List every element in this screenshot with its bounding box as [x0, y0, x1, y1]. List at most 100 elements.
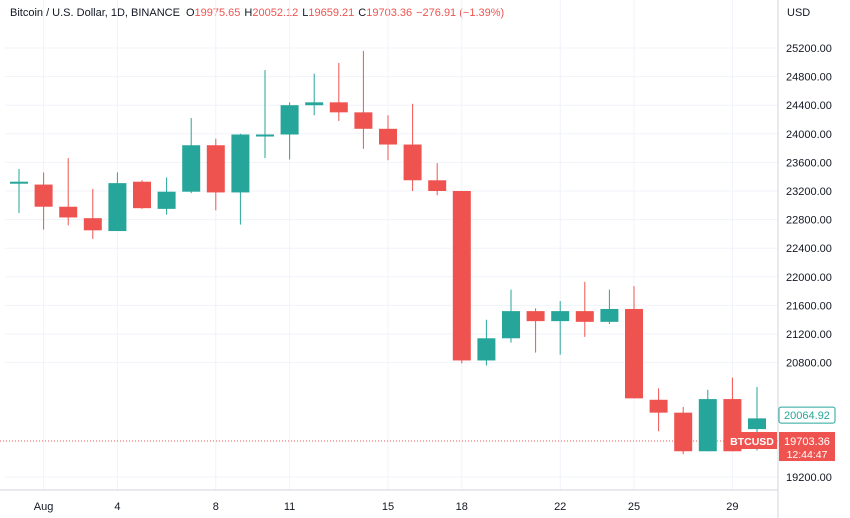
y-tick-label: 22800.00 — [786, 215, 832, 227]
candle-body — [182, 145, 201, 192]
y-tick-label: 19200.00 — [786, 472, 832, 484]
x-tick-label: 29 — [726, 501, 738, 513]
candle-body — [305, 102, 324, 106]
y-tick-label: 21200.00 — [786, 329, 832, 341]
axes: 19200.00 20800.00 21200.00 21600.00 22000.00… — [0, 0, 832, 518]
low-value: 19659.21 — [308, 7, 355, 19]
candle — [329, 63, 348, 121]
candle — [354, 50, 373, 149]
currency-label: USD — [787, 7, 811, 19]
candle-body — [600, 308, 619, 322]
candle — [59, 158, 78, 226]
y-tick-label: 24000.00 — [786, 129, 832, 141]
candle — [502, 289, 520, 343]
candle-body — [698, 399, 717, 452]
x-tick-label: 11 — [284, 501, 295, 513]
prev-close-label: 20064.92 — [784, 410, 830, 422]
symbol-tag: BTCUSD — [730, 436, 774, 448]
candle-body — [575, 311, 594, 322]
x-tick-label: 22 — [554, 501, 566, 513]
candle-body — [231, 134, 250, 193]
last-price-label: 19703.36 — [784, 436, 830, 448]
x-tick-label: 15 — [382, 501, 394, 513]
candle — [674, 406, 693, 455]
candle-body — [428, 180, 447, 191]
candle — [83, 188, 102, 239]
candle — [403, 103, 422, 191]
candle — [108, 172, 127, 232]
grid — [0, 0, 778, 490]
countdown-label: 12:44:47 — [787, 449, 828, 461]
candle-body — [354, 112, 373, 129]
candle-body — [748, 418, 766, 430]
candle-body — [452, 191, 471, 361]
candle — [206, 138, 225, 211]
candle-body — [280, 105, 299, 135]
candle-body — [10, 181, 28, 184]
candle-body — [379, 128, 397, 145]
candle-body — [649, 399, 668, 413]
candle — [600, 289, 619, 324]
x-tick-label: 25 — [628, 501, 640, 513]
change-value: −276.91 (−1.39%) — [416, 7, 505, 19]
high-value: 20052.12 — [252, 7, 299, 19]
candle — [551, 301, 570, 355]
candle — [34, 172, 53, 230]
candle — [379, 115, 397, 161]
x-tick-label: 8 — [213, 501, 219, 513]
candle — [698, 389, 717, 452]
candle-body — [403, 144, 422, 181]
y-tick-label: 24400.00 — [786, 100, 832, 112]
high-label: H — [244, 7, 253, 19]
candle — [428, 163, 447, 196]
candle — [157, 177, 176, 215]
candle — [649, 388, 668, 432]
candle-body — [477, 338, 496, 361]
x-tick-label: 18 — [456, 501, 468, 513]
y-tick-label: 20800.00 — [786, 358, 832, 370]
candle — [10, 168, 28, 214]
y-tick-label: 23600.00 — [786, 157, 832, 169]
candle-body — [83, 218, 102, 231]
symbol-title: Bitcoin / U.S. Dollar, 1D, BINANCE — [10, 7, 180, 19]
y-tick-label: 25200.00 — [786, 43, 832, 55]
candle-body — [157, 191, 176, 209]
candle — [231, 133, 250, 225]
chart-legend: Bitcoin / U.S. Dollar, 1D, BINANCE O 1997… — [10, 7, 508, 19]
candle — [280, 102, 299, 160]
candle — [133, 180, 151, 209]
candle — [477, 319, 496, 366]
candle-body — [502, 311, 520, 339]
prev-close-box — [778, 406, 836, 424]
candle — [625, 286, 643, 399]
low-label: L — [302, 7, 309, 19]
y-tick-label: 22400.00 — [786, 243, 832, 255]
candle-body — [674, 412, 693, 452]
candle-body — [133, 181, 151, 209]
symbol-tag-box — [727, 432, 777, 450]
candle-body — [59, 206, 78, 218]
candle — [182, 118, 201, 194]
y-tick-label: 23200.00 — [786, 186, 832, 198]
close-value: 19703.36 — [366, 7, 413, 19]
last-price-box — [779, 432, 835, 462]
x-tick-label: Aug — [34, 501, 54, 513]
open-value: 19975.65 — [194, 7, 241, 19]
candle — [256, 70, 274, 159]
y-tick-label: 24800.00 — [786, 72, 832, 84]
candle-body — [206, 145, 225, 193]
candle-body — [34, 184, 53, 207]
candle-body — [256, 134, 274, 137]
candle-body — [329, 102, 348, 113]
candle — [575, 281, 594, 337]
candle — [452, 191, 471, 364]
candle-body — [551, 311, 570, 322]
candle — [305, 73, 324, 116]
x-tick-label: 4 — [114, 501, 120, 513]
candle-body — [526, 311, 545, 322]
candle-body — [108, 183, 127, 232]
y-tick-label: 21600.00 — [786, 300, 832, 312]
